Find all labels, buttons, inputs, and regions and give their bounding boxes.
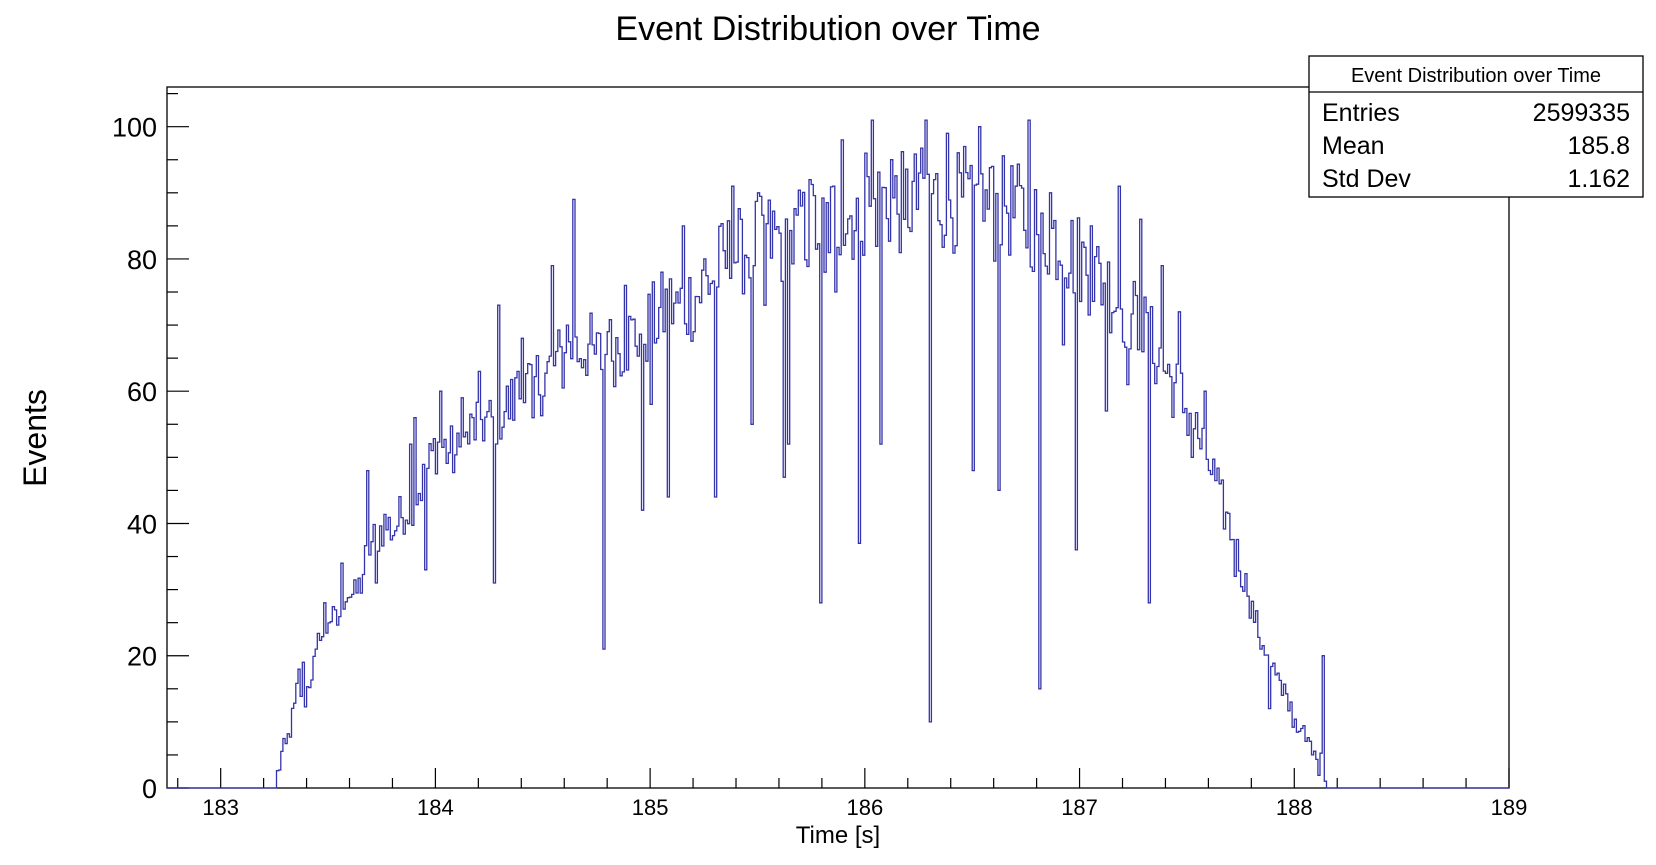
x-axis-label: Time [s] bbox=[796, 822, 880, 849]
y-axis-label: Events bbox=[17, 389, 53, 487]
x-tick-label: 184 bbox=[417, 795, 454, 820]
y-tick-label: 60 bbox=[127, 377, 157, 407]
stats-entries-label: Entries bbox=[1322, 99, 1400, 127]
stats-stddev-label: Std Dev bbox=[1322, 165, 1411, 193]
stats-stddev-value: 1.162 bbox=[1567, 165, 1630, 193]
plot-frame bbox=[166, 86, 1510, 789]
stats-entries-value: 2599335 bbox=[1533, 99, 1630, 127]
x-tick-label: 189 bbox=[1491, 795, 1528, 820]
y-tick-label: 0 bbox=[142, 774, 157, 804]
stats-box-title: Event Distribution over Time bbox=[1351, 65, 1601, 87]
x-tick-label: 188 bbox=[1276, 795, 1313, 820]
chart-title: Event Distribution over Time bbox=[615, 10, 1040, 48]
x-tick-label: 187 bbox=[1061, 795, 1098, 820]
stats-box: Event Distribution over Time Entries 259… bbox=[1308, 55, 1644, 198]
x-tick-label: 183 bbox=[202, 795, 239, 820]
y-tick-label: 40 bbox=[127, 509, 157, 539]
y-tick-label: 20 bbox=[127, 642, 157, 672]
x-tick-label: 186 bbox=[846, 795, 883, 820]
y-axis: 0 20 40 60 80 100 bbox=[112, 93, 189, 804]
stats-mean-value: 185.8 bbox=[1567, 132, 1630, 160]
x-axis: 183 184 185 186 187 188 189 bbox=[177, 768, 1528, 820]
histogram-series-line bbox=[167, 119, 1509, 789]
stats-box-frame bbox=[1308, 55, 1644, 198]
y-tick-label: 100 bbox=[112, 113, 157, 143]
y-tick-label: 80 bbox=[127, 245, 157, 275]
stats-mean-label: Mean bbox=[1322, 132, 1385, 160]
x-tick-label: 185 bbox=[632, 795, 669, 820]
